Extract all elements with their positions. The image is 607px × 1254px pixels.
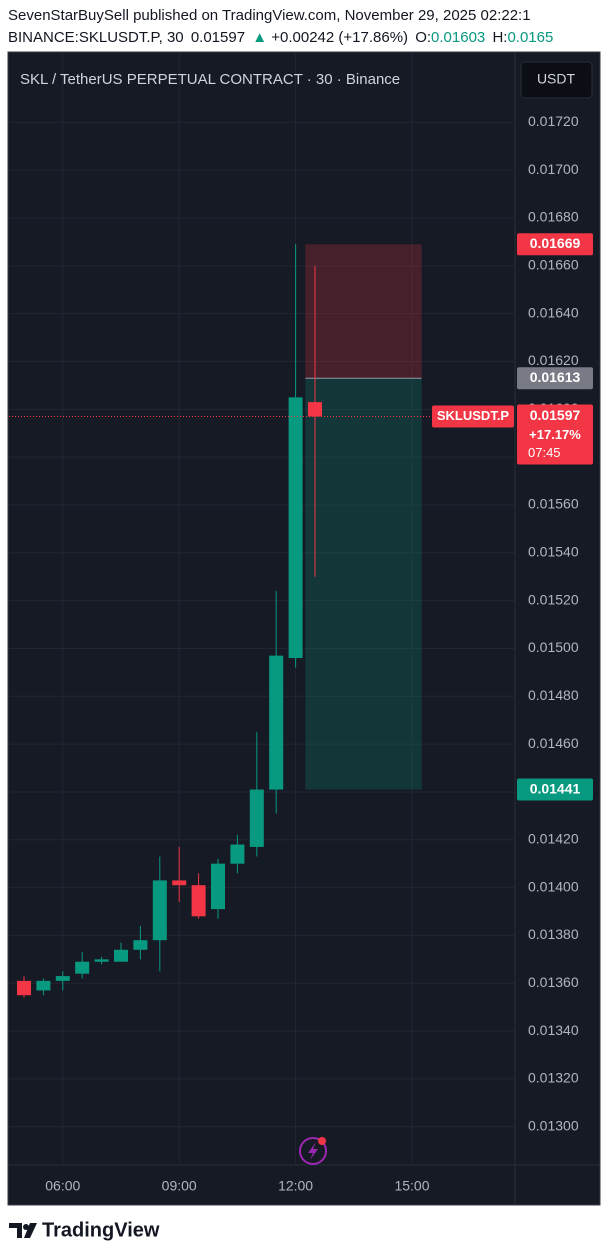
y-tick-label: 0.01400 (528, 878, 579, 894)
last-change: +17.17% (529, 427, 581, 442)
y-tick-label: 0.01500 (528, 639, 579, 655)
high-label: H: (492, 29, 508, 46)
change: +0.00242 (+17.86%) (271, 29, 409, 46)
lightning-icon (299, 1137, 327, 1165)
y-tick-label: 0.01620 (528, 352, 579, 368)
y-tick-label: 0.01640 (528, 304, 579, 320)
candle-body (36, 980, 51, 991)
candle-body (133, 940, 148, 950)
price-label-bg (517, 367, 593, 390)
symbol-tag-bg (432, 405, 514, 428)
y-tick-label: 0.01380 (528, 926, 579, 942)
price-label-bg (517, 233, 593, 256)
currency-label: USDT (537, 71, 576, 87)
candle-body (269, 655, 284, 790)
y-tick-label: 0.01360 (528, 974, 579, 990)
candle-body (55, 976, 70, 981)
countdown: 07:45 (528, 445, 561, 460)
header-line: BINANCE:SKLUSDT.P, 30 0.01597 ▲ +0.00242… (8, 29, 607, 46)
candle-body (288, 397, 303, 659)
y-tick-label: 0.01320 (528, 1070, 579, 1086)
price-label-bg (517, 778, 593, 801)
y-tick-label: 0.01700 (528, 161, 579, 177)
open-label: O: (415, 29, 432, 46)
publish-info: SevenStarBuySell published on TradingVie… (8, 7, 531, 24)
last-price-box (517, 404, 593, 465)
candle-body (75, 961, 90, 974)
header-line: SevenStarBuySell published on TradingVie… (8, 7, 607, 24)
candle-body (308, 402, 322, 417)
y-tick-label: 0.01520 (528, 591, 579, 607)
stop-zone (305, 244, 422, 379)
grid: 0.017200.017000.016800.016600.016400.016… (9, 52, 600, 1205)
y-tick-label: 0.01480 (528, 687, 579, 703)
candle-body (211, 863, 225, 910)
y-tick-label: 0.01540 (528, 544, 579, 560)
x-tick-label: 09:00 (162, 1178, 197, 1194)
candle-body (114, 949, 128, 962)
plot (17, 244, 422, 998)
target-zone (305, 378, 422, 790)
price-label: 0.01441 (530, 780, 581, 796)
overlay: 0.01669 0.01613 0.01441 0.01597 +17.17% 07:45… (9, 233, 593, 801)
up-arrow: ▲ (252, 29, 268, 46)
y-tick-label: 0.01460 (528, 735, 579, 751)
y-tick-label: 0.01720 (528, 113, 579, 129)
y-tick-label: 0.01680 (528, 209, 579, 225)
price-label: 0.01669 (530, 235, 581, 251)
x-tick-label: 06:00 (45, 1178, 80, 1194)
candle-body (152, 880, 167, 941)
candle-body (191, 885, 206, 917)
price: 0.01597 (190, 29, 246, 46)
candle-body (172, 880, 187, 886)
x-tick-label: 12:00 (278, 1178, 313, 1194)
currency-button[interactable] (520, 61, 593, 99)
candle-body (94, 959, 109, 962)
candle-body (249, 789, 264, 847)
y-tick-label: 0.01560 (528, 496, 579, 512)
y-tick-label: 0.01660 (528, 257, 579, 273)
open-value: 0.01603 (431, 29, 486, 46)
chart-frame (7, 51, 601, 1206)
y-tick-label: 0.01420 (528, 830, 579, 846)
symbol-tag: SKLUSDT.P (437, 408, 510, 423)
last-price: 0.01597 (530, 407, 581, 423)
candle-body (17, 980, 31, 996)
chart-title: SKL / TetherUS PERPETUAL CONTRACT · 30 ·… (20, 71, 400, 88)
x-tick-label: 15:00 (394, 1178, 429, 1194)
symbol: BINANCE:SKLUSDT.P, 30 (8, 29, 184, 46)
high-value: 0.0165 (507, 29, 554, 46)
price-label: 0.01613 (530, 369, 581, 385)
y-tick-label: 0.01300 (528, 1117, 579, 1133)
logo-icon (9, 1223, 37, 1238)
brand: TradingView (42, 1219, 160, 1241)
candle-body (230, 844, 245, 864)
y-tick-label: 0.01340 (528, 1022, 579, 1038)
